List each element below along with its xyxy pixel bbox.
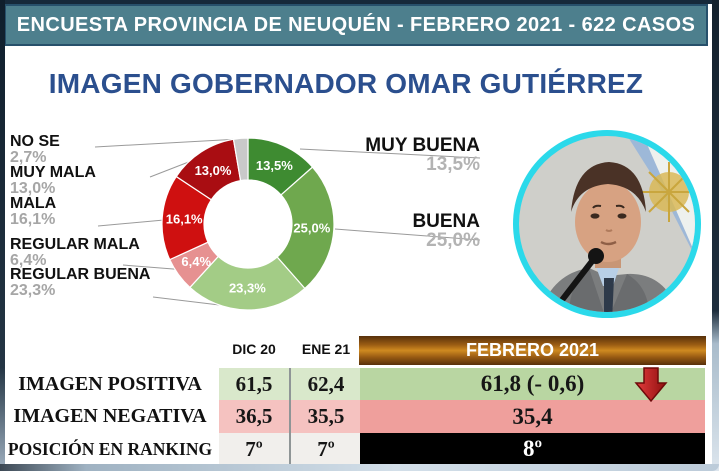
category-name: MUY BUENA — [365, 135, 480, 156]
donut-value-label: 13,0% — [195, 163, 232, 178]
table-column-divider — [289, 368, 291, 465]
governor-photo — [513, 130, 701, 318]
donut-value-label: 6,4% — [181, 254, 211, 269]
category-name: BUENA — [412, 211, 480, 232]
cell-ranking-ene21: 7º — [291, 433, 361, 465]
category-label-muy-buena: MUY BUENA 13,5% — [365, 136, 480, 174]
donut-value-label: 13,5% — [256, 158, 293, 173]
col-header-ene21: ENE 21 — [301, 341, 351, 357]
row-label-imagen-positiva: IMAGEN POSITIVA — [18, 372, 202, 395]
category-name: MUY MALA — [10, 164, 96, 181]
category-name: NO SE — [10, 133, 60, 150]
category-label-no-se: NO SE 2,7% — [10, 134, 60, 165]
category-name: REGULAR BUENA — [10, 266, 151, 283]
header-banner: ENCUESTA PROVINCIA DE NEUQUÉN - FEBRERO … — [4, 4, 708, 46]
trend-down-arrow-icon — [634, 367, 668, 403]
col-header-dic20: DIC 20 — [232, 341, 276, 357]
frame-left-border — [0, 0, 5, 471]
cell-ranking-feb2021: 8º — [360, 433, 705, 465]
category-percent: 13,0% — [10, 179, 56, 197]
category-percent: 2,7% — [10, 148, 47, 166]
category-percent: 23,3% — [10, 281, 56, 299]
donut-slice-no-se — [232, 137, 249, 182]
category-percent: 25,0% — [426, 230, 480, 251]
frame-top-border — [0, 0, 719, 4]
cell-ranking-dic20: 7º — [219, 433, 289, 465]
row-label-imagen-negativa: IMAGEN NEGATIVA — [13, 405, 207, 427]
cell-negativa-feb2021: 35,4 — [360, 400, 705, 433]
category-percent: 13,5% — [426, 154, 480, 175]
donut-value-label: 16,1% — [166, 211, 203, 226]
donut-chart: 13,5% 25,0% 23,3% 6,4% 16,1% 13,0% — [161, 137, 335, 311]
col-header-febrero-2021: FEBRERO 2021 — [358, 335, 707, 366]
category-label-regular-buena: REGULAR BUENA 23,3% — [10, 267, 150, 298]
donut-value-label: 23,3% — [229, 280, 266, 295]
frame-bottom-border — [0, 464, 719, 471]
donut-value-label: 25,0% — [293, 221, 330, 236]
category-percent: 6,4% — [10, 251, 47, 269]
cell-negativa-dic20: 36,5 — [219, 400, 289, 433]
header-banner-text: ENCUESTA PROVINCIA DE NEUQUÉN - FEBRERO … — [16, 13, 696, 36]
cell-negativa-ene21: 35,5 — [291, 400, 361, 433]
category-label-regular-mala: REGULAR MALA 6,4% — [10, 237, 140, 268]
category-label-buena: BUENA 25,0% — [412, 212, 480, 250]
cell-positiva-dic20: 61,5 — [219, 368, 289, 400]
category-name: REGULAR MALA — [10, 236, 140, 253]
category-name: MALA — [10, 195, 57, 212]
donut-slice-buena — [276, 166, 335, 290]
category-label-mala: MALA 16,1% — [10, 196, 56, 227]
page-title: IMAGEN GOBERNADOR OMAR GUTIÉRREZ — [48, 68, 644, 99]
cell-positiva-ene21: 62,4 — [291, 368, 361, 400]
row-label-posicion-ranking: POSICIÓN EN RANKING — [7, 438, 213, 459]
category-label-muy-mala: MUY MALA 13,0% — [10, 165, 96, 196]
frame-right-border — [712, 0, 719, 471]
category-percent: 16,1% — [10, 210, 56, 228]
donut-slice-regular-buena — [189, 255, 306, 311]
